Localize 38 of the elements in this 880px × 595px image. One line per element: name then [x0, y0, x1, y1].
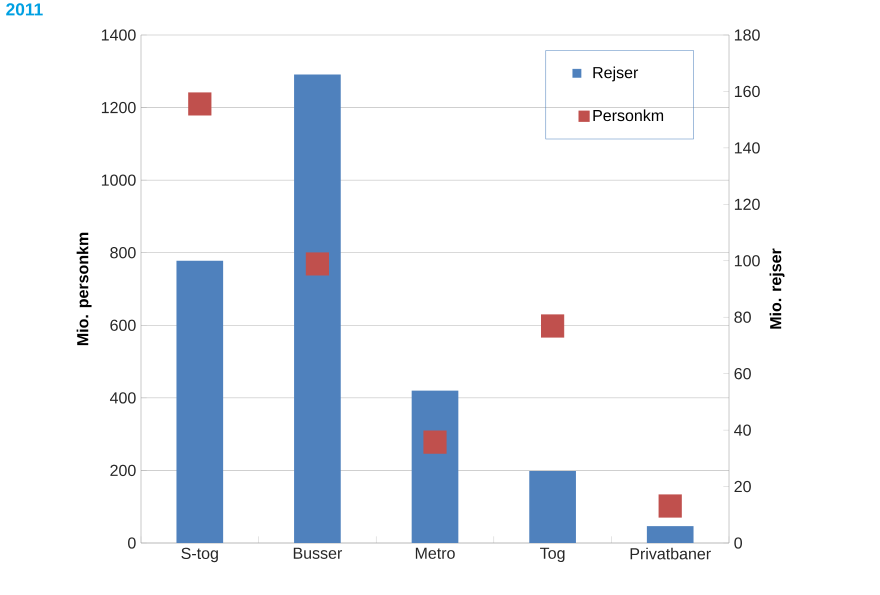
- x-tick-label: Tog: [540, 548, 564, 562]
- y2-tick-label: 160: [734, 86, 760, 98]
- y2-tick-label: 100: [734, 255, 760, 266]
- y-tick-label: 400: [110, 392, 136, 404]
- y2-tick-label: 0: [734, 537, 742, 549]
- y-tick-label: 600: [110, 320, 136, 331]
- x-tick-label: S-tog: [181, 548, 218, 562]
- y-tick-label: 800: [110, 247, 136, 258]
- bar: [412, 390, 458, 543]
- y2-axis-title: Mio. rejser: [770, 248, 784, 329]
- y2-tick-label: 120: [734, 198, 760, 210]
- bar: [294, 74, 341, 543]
- bar: [176, 260, 224, 543]
- y2-tick-label: 180: [734, 29, 760, 41]
- y-tick-label: 1000: [102, 174, 136, 186]
- x-tick-label: Privatbaner: [630, 548, 711, 560]
- y2-tick-label: 20: [734, 480, 751, 492]
- y2-tick-label: 60: [734, 368, 751, 380]
- point: [306, 252, 330, 276]
- legend-label: Personkm: [593, 109, 664, 122]
- chart-title: 2011: [6, 3, 43, 16]
- point: [541, 314, 564, 338]
- y-tick-label: 1400: [102, 29, 136, 41]
- x-tick-label: Metro: [416, 548, 455, 559]
- x-tick-label: Busser: [294, 548, 342, 559]
- point: [658, 494, 682, 518]
- point: [188, 92, 212, 116]
- y-axis-title: Mio. personkm: [76, 232, 92, 346]
- y-tick-label: 1200: [102, 102, 136, 114]
- legend-label: Rejser: [593, 66, 638, 82]
- bar: [646, 526, 694, 543]
- y2-tick-label: 40: [734, 424, 751, 436]
- y-tick-label: 200: [110, 464, 136, 476]
- point: [423, 430, 447, 454]
- y2-tick-label: 80: [734, 312, 751, 323]
- y2-tick-label: 140: [734, 142, 760, 154]
- bar: [529, 471, 576, 543]
- y-tick-label: 0: [128, 537, 136, 549]
